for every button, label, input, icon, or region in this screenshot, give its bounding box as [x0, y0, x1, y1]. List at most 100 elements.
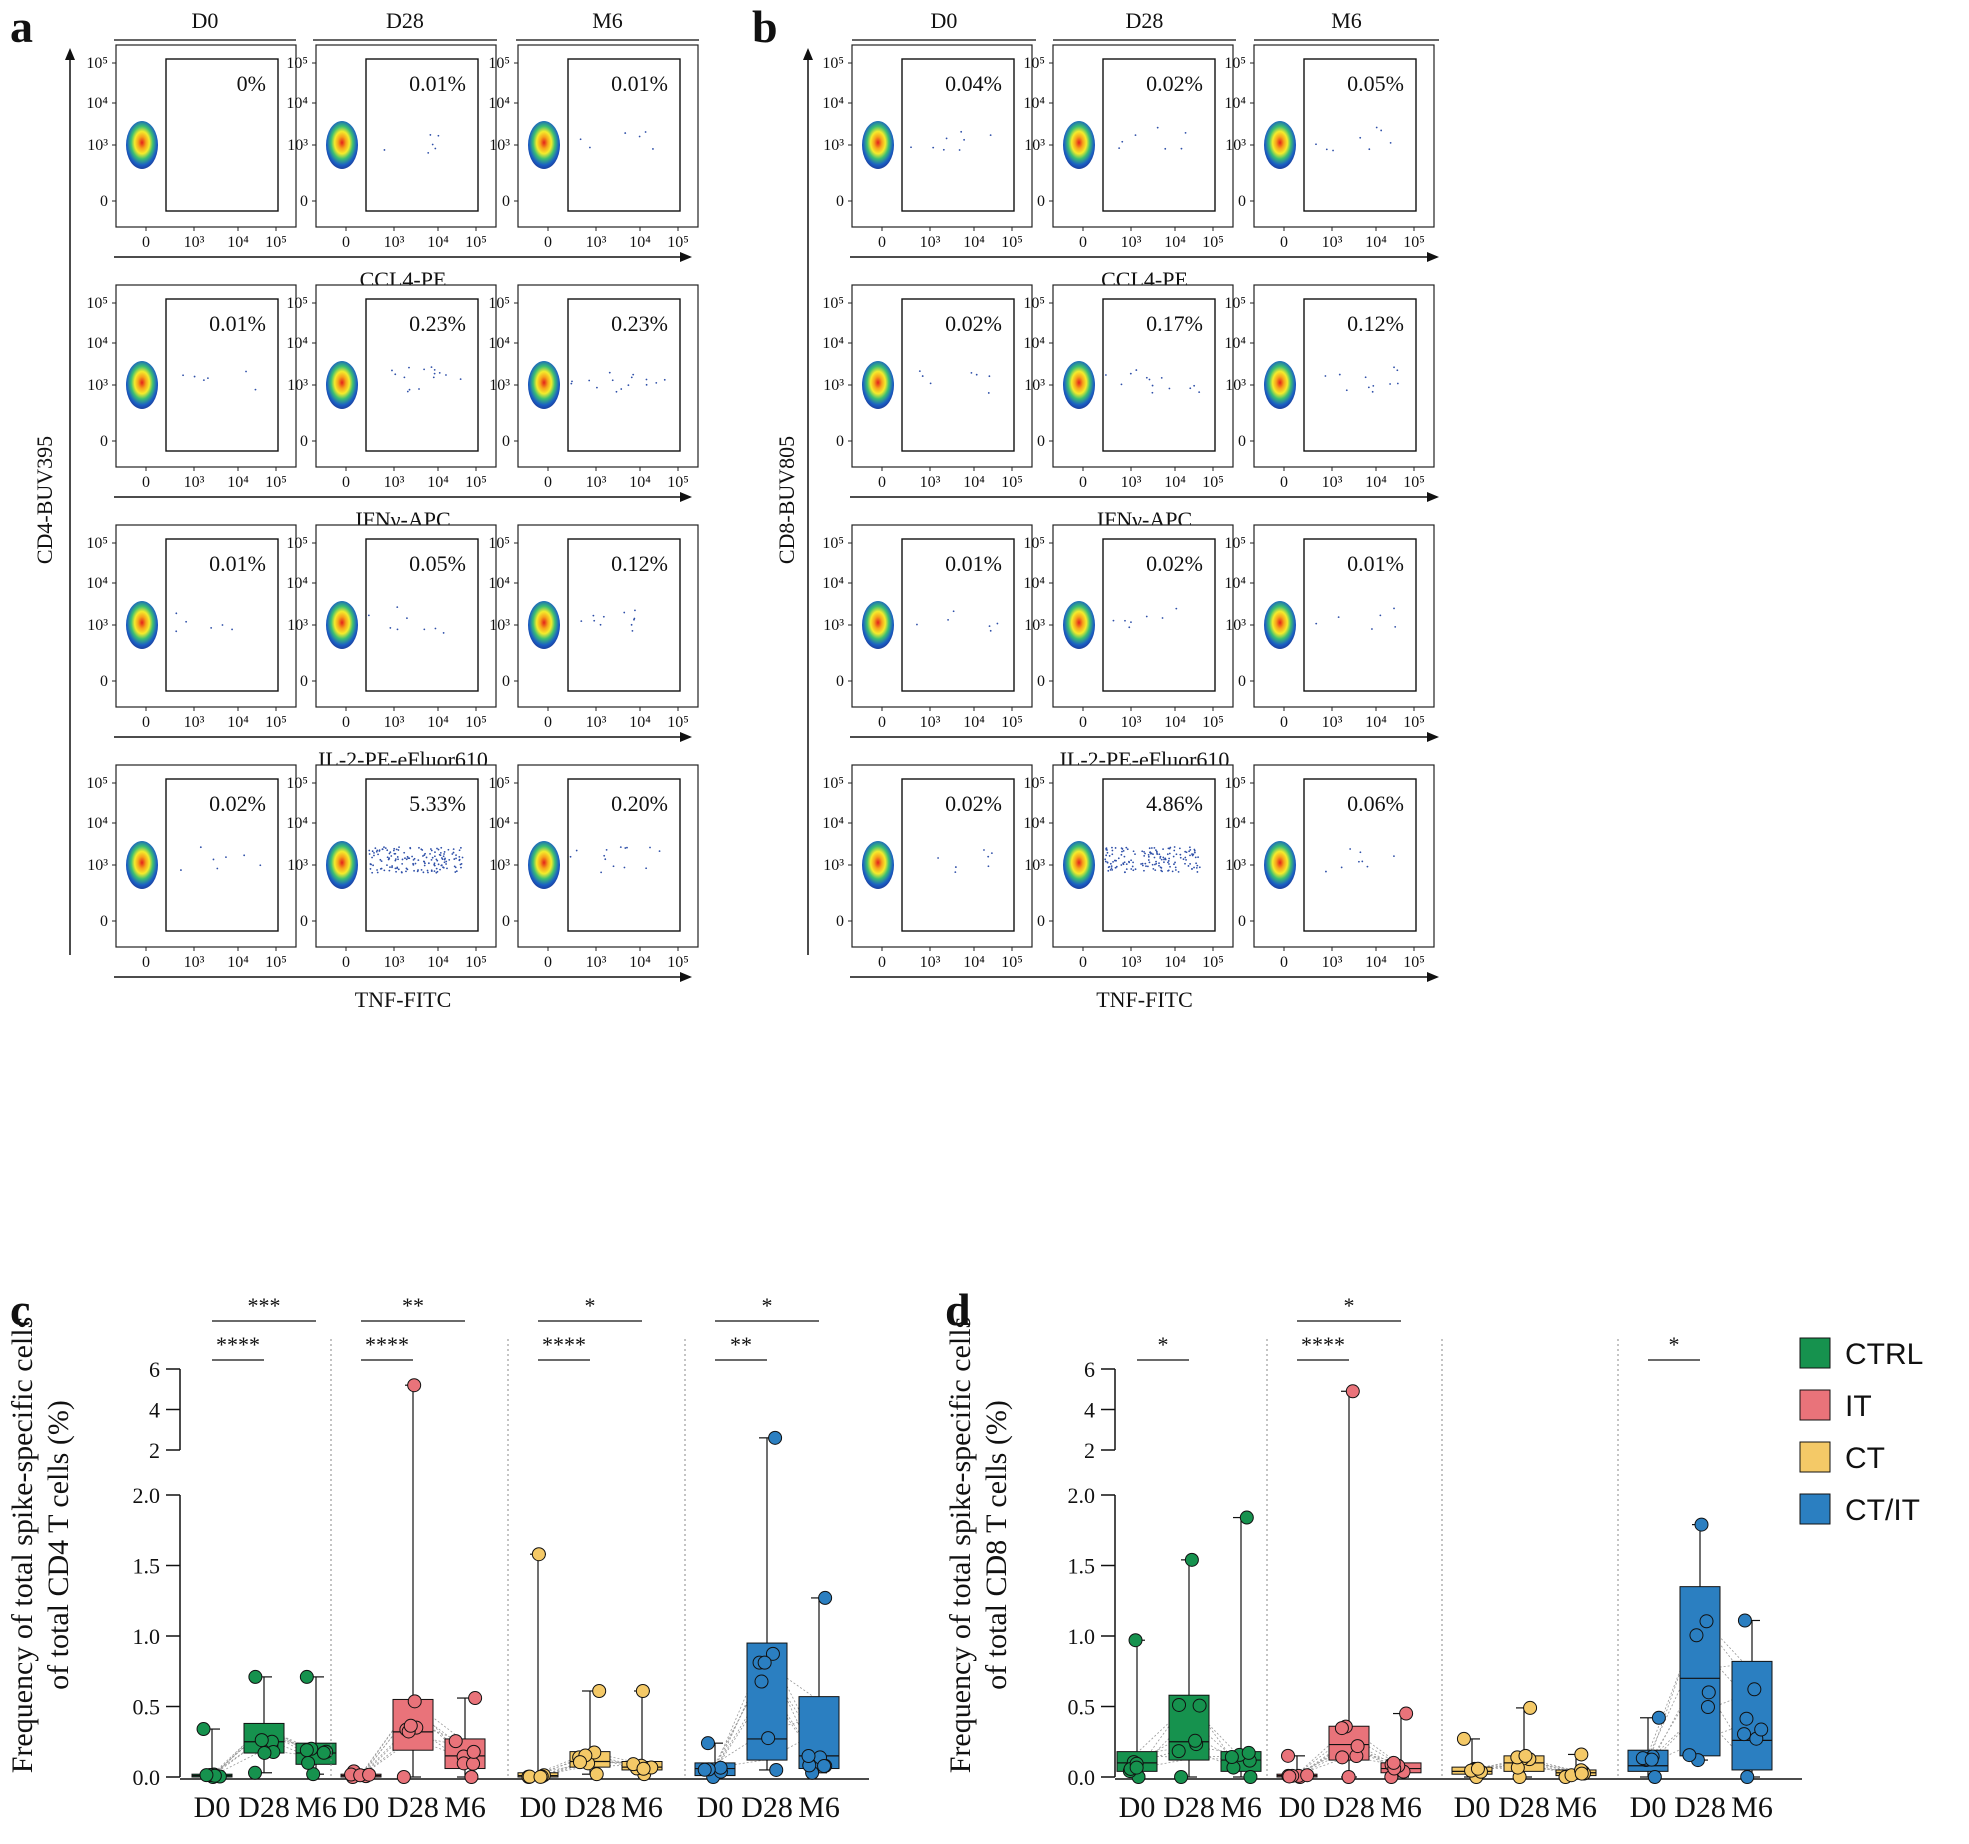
x-category-label: D28 [1674, 1791, 1726, 1824]
event-dot [1393, 607, 1395, 610]
x-tick-label: 10³ [1121, 474, 1142, 491]
event-dot [1131, 865, 1134, 868]
x-tick-label: 10⁵ [465, 714, 487, 731]
data-point [635, 1683, 650, 1698]
data-point [1701, 1685, 1716, 1700]
event-dot [1160, 867, 1163, 869]
event-dot [1155, 860, 1157, 863]
event-dot [960, 130, 963, 133]
event-dot [1177, 870, 1180, 873]
event-dot [394, 859, 397, 862]
cell-population [326, 121, 358, 169]
cell-population [862, 361, 894, 409]
y-tick-label: 4 [149, 1398, 160, 1423]
y-tick-label: 0 [1238, 193, 1246, 210]
x-tick-label: 10⁴ [1164, 714, 1186, 731]
gate-percentage: 0.02% [209, 791, 266, 816]
event-dot [1134, 853, 1136, 855]
x-tick-label: 10⁴ [1164, 474, 1186, 491]
event-dot [434, 627, 437, 630]
event-dot [384, 847, 387, 849]
event-dot [1141, 864, 1144, 867]
y-tick-label: 10⁵ [1023, 535, 1045, 552]
cell-population [326, 841, 358, 889]
data-point [1282, 1769, 1297, 1784]
x-category-label: D0 [343, 1791, 380, 1824]
event-dot [649, 846, 651, 849]
event-dot [1174, 866, 1177, 869]
legend-label: IT [1845, 1390, 1872, 1423]
x-tick-label: 10³ [184, 474, 205, 491]
event-dot [1149, 851, 1152, 854]
event-dot [1140, 863, 1142, 865]
event-dot [1193, 866, 1195, 869]
x-category-label: M6 [1555, 1791, 1597, 1824]
y-axis-title-line2: of total CD4 T cells (%) [42, 1400, 75, 1690]
x-category-label: M6 [295, 1791, 337, 1824]
event-dot [1145, 376, 1148, 379]
x-tick-label: 0 [1079, 954, 1087, 971]
y-axis-title-line1: Frequency of total spike-specific cells [944, 1317, 977, 1774]
event-dot [182, 374, 184, 377]
event-dot [1167, 859, 1170, 862]
sig-stars: * [1344, 1293, 1355, 1318]
panel-label-b: b [752, 1, 778, 52]
event-dot [398, 846, 400, 849]
x-tick-label: 10⁵ [465, 234, 487, 251]
data-point [466, 1744, 481, 1759]
y-tick-label: 10⁴ [86, 815, 108, 832]
event-dot [1147, 855, 1150, 858]
event-dot [231, 628, 233, 631]
event-dot [1153, 856, 1156, 859]
event-dot [372, 864, 375, 867]
gate-percentage: 0% [237, 71, 266, 96]
x-tick-label: 10⁵ [1403, 234, 1425, 251]
event-dot [1150, 847, 1153, 849]
event-dot [1148, 847, 1151, 850]
data-point [801, 1749, 816, 1764]
event-dot [437, 863, 440, 866]
event-dot [630, 376, 633, 379]
timepoint-header: D28 [1126, 8, 1164, 33]
paired-line [1296, 1726, 1402, 1775]
cell-population [326, 361, 358, 409]
sig-stars: **** [1301, 1332, 1345, 1357]
event-dot [1162, 848, 1164, 851]
event-dot [368, 849, 371, 852]
event-dot [1147, 853, 1150, 856]
event-dot [458, 859, 461, 862]
event-dot [436, 847, 438, 850]
flow-plot: 10⁵ 10⁴ 10³ 0 0 10³ 10⁴ 10⁵ 0.04% [822, 44, 1033, 251]
y-tick-label: 10⁵ [286, 295, 308, 312]
event-dot [454, 866, 457, 869]
y-tick-label: 1.5 [133, 1554, 161, 1579]
gate-percentage: 0.20% [611, 791, 668, 816]
x-category-label: D0 [194, 1791, 231, 1824]
event-dot [1315, 143, 1317, 146]
event-dot [460, 866, 462, 869]
event-dot [442, 855, 445, 858]
y-tick-label: 0.5 [1068, 1695, 1096, 1720]
x-tick-label: 10⁴ [427, 234, 449, 251]
y-tick-label: 0 [1037, 193, 1045, 210]
flow-plot: 10⁵ 10⁴ 10³ 0 0 10³ 10⁴ 10⁵ 0.01% [822, 524, 1033, 731]
y-tick-label: 0 [300, 433, 308, 450]
sig-stars: ** [402, 1293, 424, 1318]
x-tick-label: 10³ [920, 954, 941, 971]
event-dot [418, 846, 420, 849]
y-tick-label: 10⁵ [1023, 295, 1045, 312]
gate-box [901, 298, 1015, 452]
x-category-label: D0 [1119, 1791, 1156, 1824]
y-tick-label: 10⁵ [286, 775, 308, 792]
event-dot [1371, 390, 1374, 393]
x-tick-label: 10³ [586, 474, 607, 491]
data-point [1647, 1770, 1662, 1784]
event-dot [430, 870, 433, 873]
event-dot [1147, 859, 1150, 861]
data-point [1174, 1770, 1189, 1784]
event-dot [368, 853, 371, 855]
x-tick-label: 0 [878, 714, 886, 731]
panel-label-d: d [945, 1284, 971, 1335]
flow-plot: 10⁵ 10⁴ 10³ 0 0 10³ 10⁴ 10⁵ 0.01% [286, 44, 497, 251]
event-dot [425, 856, 428, 859]
